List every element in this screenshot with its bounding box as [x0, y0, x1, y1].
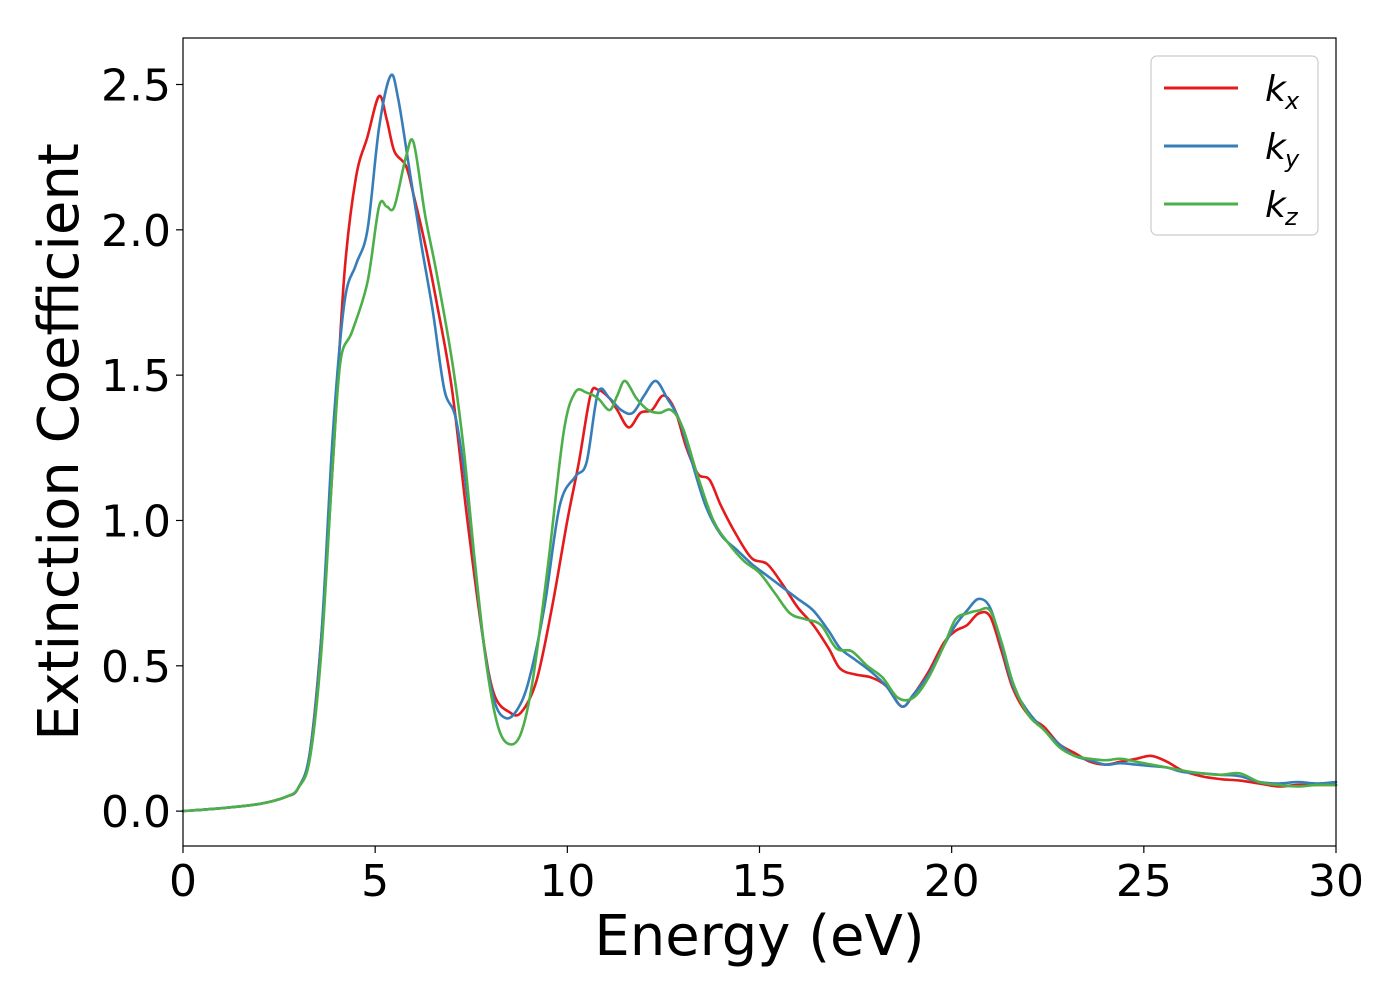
- legend: k xk yk z: [1150, 55, 1319, 236]
- series-line-k-x: [181, 94, 1338, 813]
- legend-label-z: k: [1265, 185, 1288, 226]
- y-tick-label: 2.0: [101, 206, 171, 257]
- y-axis-title: Extinction Coefficient: [27, 143, 92, 741]
- y-tick-label: 2.5: [101, 61, 171, 112]
- series-layer: [181, 73, 1338, 813]
- legend-sub-x: x: [1284, 87, 1300, 115]
- x-tick-label: 30: [1308, 856, 1364, 907]
- x-tick-label: 0: [169, 856, 197, 907]
- x-tick-label: 10: [539, 856, 595, 907]
- series-line-k-y: [181, 73, 1338, 813]
- x-tick-label: 20: [924, 856, 980, 907]
- y-tick-label: 1.0: [101, 496, 171, 547]
- x-tick-label: 15: [732, 856, 788, 907]
- y-tick-label: 0.5: [101, 642, 171, 693]
- legend-sub-y: y: [1284, 145, 1300, 173]
- x-axis-title: Energy (eV): [594, 904, 924, 969]
- legend-label-x: k: [1265, 69, 1288, 110]
- series-line-k-z: [181, 138, 1338, 813]
- legend-sub-z: z: [1284, 203, 1299, 231]
- x-tick-label: 25: [1116, 856, 1172, 907]
- legend-label-y: k: [1265, 127, 1288, 168]
- ticks-layer: 0 5 10 15 20 25 30 0.0 0.5 1.0 1.5 2.0 2.5: [101, 61, 1364, 907]
- y-tick-label: 0.0: [101, 787, 171, 838]
- x-tick-label: 5: [361, 856, 389, 907]
- y-tick-label: 1.5: [101, 351, 171, 402]
